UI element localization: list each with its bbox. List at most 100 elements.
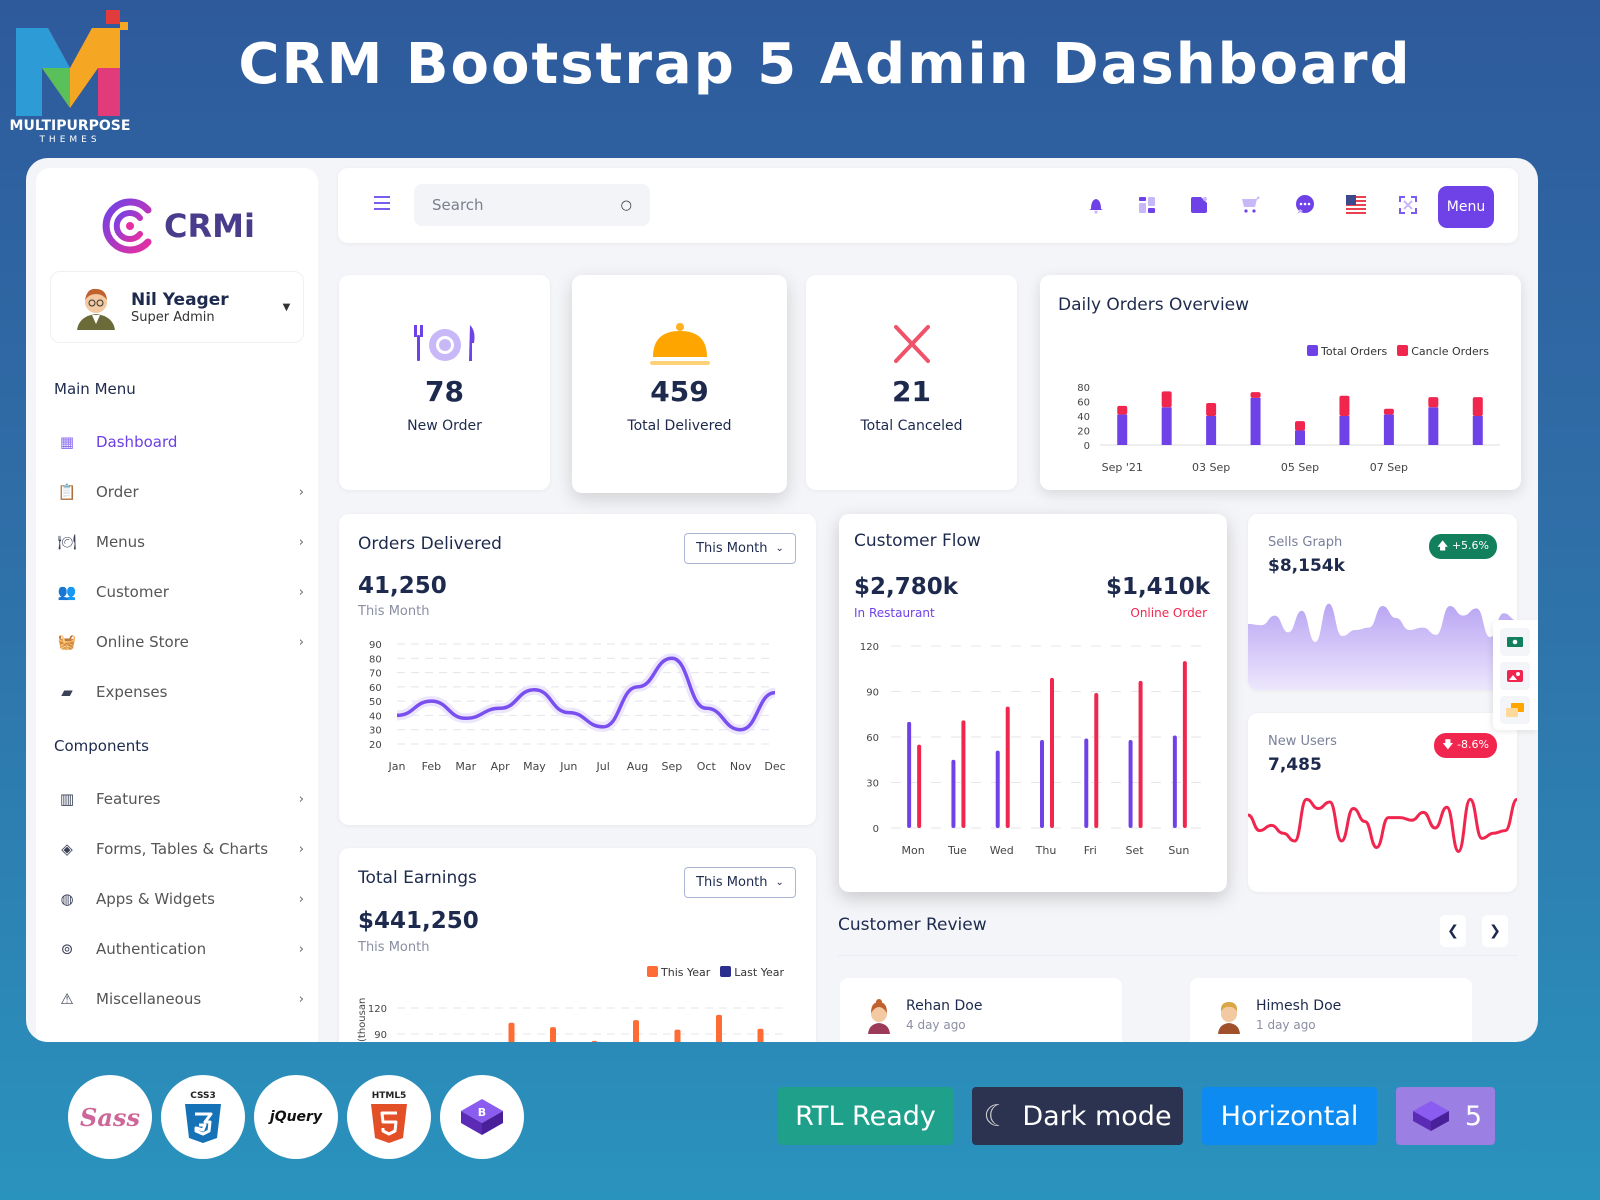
sidebar-item-online-store[interactable]: 🧺 Online Store › (54, 625, 304, 659)
menu-button[interactable]: Menu (1438, 186, 1494, 228)
chevron-right-icon: › (298, 941, 304, 957)
basket-icon: 🧺 (57, 633, 77, 651)
search-icon[interactable]: ○ (620, 197, 632, 213)
badge-label: 5 (1464, 1100, 1483, 1132)
users-line (1248, 797, 1517, 853)
us-flag-language-icon[interactable] (1345, 194, 1367, 216)
sidebar-item-dashboard[interactable]: ▦ Dashboard (54, 425, 304, 459)
orders-delivered-chart: 20 30 40 50 60 70 80 90 Jan Feb Mar Apr May Jun Jul Aug… (369, 640, 786, 773)
bootstrap-logo: B (440, 1075, 524, 1159)
chat-icon[interactable] (1294, 194, 1316, 216)
x-tick-label: 05 Sep (1281, 461, 1319, 474)
legend-item[interactable]: Total Orders (1307, 345, 1387, 358)
legend-item[interactable]: This Year (647, 966, 710, 979)
logo-text: MULTIPURPOSE (10, 118, 131, 134)
brand-name: CRMi (164, 207, 255, 245)
sidebar-item-order[interactable]: 📋 Order › (54, 475, 304, 509)
x-tick-label: Dec (764, 760, 785, 773)
sidebar-item-apps-widgets[interactable]: ◍ Apps & Widgets › (54, 882, 304, 916)
chevron-right-icon: › (298, 634, 304, 650)
dish-icon: 🍽 (57, 533, 77, 551)
stat-value: 78 (425, 375, 464, 408)
sidebar-item-label: Online Store (96, 633, 189, 651)
orders-delivered-sub: This Month (358, 604, 430, 619)
sells-value: $8,154k (1268, 556, 1345, 576)
stat-card-total-delivered: 459 Total Delivered (572, 275, 787, 493)
legend-label: Last Year (734, 966, 784, 979)
note-icon[interactable] (1188, 194, 1210, 216)
sidebar-item-expenses[interactable]: ▰ Expenses (54, 675, 304, 709)
daily-orders-chart: 0 20 40 60 80 Sep '21 03 Sep 05 Sep 07 Sep (1077, 383, 1500, 474)
x-tick-label: May (523, 760, 546, 773)
hero-title: CRM Bootstrap 5 Admin Dashboard (238, 32, 1412, 97)
fullscreen-icon[interactable] (1397, 194, 1419, 216)
sidebar-item-label: Menus (96, 533, 145, 551)
sidebar-item-menus[interactable]: 🍽 Menus › (54, 525, 304, 559)
badge-text: +5.6% (1451, 539, 1489, 552)
jquery-logo: jQuery (254, 1075, 338, 1159)
image-icon[interactable] (1500, 662, 1530, 690)
bar-in-restaurant (1128, 740, 1133, 828)
period-dropdown[interactable]: This Month ⌄ (684, 533, 796, 564)
sidebar-item-forms-tables-charts[interactable]: ◈ Forms, Tables & Charts › (54, 832, 304, 866)
y-tick-label: 120 (368, 1004, 387, 1015)
legend-item[interactable]: Last Year (720, 966, 784, 979)
user-profile-dropdown[interactable]: Nil Yeager Super Admin ▼ (50, 271, 304, 343)
bar-total-orders (1383, 414, 1394, 445)
bell-icon[interactable] (1085, 194, 1107, 216)
y-tick-label: 90 (374, 1030, 387, 1041)
wallet-icon: ▰ (61, 683, 73, 701)
sidebar-item-label: Customer (96, 583, 169, 601)
sidebar-item-label: Forms, Tables & Charts (96, 840, 269, 858)
reviewer-avatar (1218, 1002, 1240, 1034)
dashboard-widgets-icon[interactable] (1136, 194, 1158, 216)
review-prev-button[interactable]: ❮ (1440, 915, 1466, 947)
logo-subtext: THEMES (38, 135, 100, 143)
bar-cancel-orders (1472, 397, 1483, 416)
badge-label: Dark mode (1022, 1100, 1172, 1132)
legend-label: Cancle Orders (1411, 345, 1489, 358)
cart-icon[interactable] (1240, 194, 1262, 216)
review-next-button[interactable]: ❯ (1482, 915, 1508, 947)
arrow-down-icon: 🡇 (1442, 738, 1458, 751)
bar-in-restaurant (1084, 738, 1089, 828)
html5-logo: HTML5 (347, 1075, 431, 1159)
money-icon[interactable] (1500, 628, 1530, 656)
chevron-down-icon: ⌄ (775, 877, 784, 888)
sidebar-item-label: Order (96, 483, 139, 501)
x-tick-label: Tue (947, 844, 967, 857)
hamburger-menu-icon[interactable] (374, 196, 390, 210)
sidebar-item-miscellaneous[interactable]: ⚠ Miscellaneous › (54, 982, 304, 1016)
bar-online-order (1182, 661, 1187, 828)
x-tick-label: Nov (730, 760, 752, 773)
sidebar: CRMi Nil Yeager Super Admin ▼ Main Menu … (36, 168, 318, 1042)
chevron-right-icon: › (298, 791, 304, 807)
chat-bubbles-icon[interactable] (1500, 696, 1530, 724)
y-tick-label: 70 (369, 669, 382, 680)
bar-online-order (961, 720, 966, 828)
sidebar-item-label: Expenses (96, 683, 168, 701)
legend-item[interactable]: Cancle Orders (1397, 345, 1489, 358)
x-tick-label: Set (1126, 844, 1145, 857)
sidebar-item-features[interactable]: ▥ Features › (54, 782, 304, 816)
x-tick-label: Apr (491, 760, 511, 773)
period-dropdown[interactable]: This Month ⌄ (684, 867, 796, 898)
brand-logo[interactable]: CRMi (100, 196, 255, 256)
orders-delivered-card: Orders Delivered This Month ⌄ 41,250 This… (339, 514, 816, 825)
y-tick-label: 60 (1077, 398, 1090, 409)
bar-this-year (508, 1022, 515, 1042)
customer-flow-card: Customer Flow $2,780k In Restaurant $1,4… (839, 514, 1227, 892)
daily-orders-card: Daily Orders Overview Total Orders Cancl… (1040, 275, 1521, 490)
stat-label: New Order (407, 418, 482, 434)
badge-text: -8.6% (1457, 738, 1489, 751)
bar-cancel-orders (1295, 421, 1305, 431)
orders-delivered-value: 41,250 (358, 573, 447, 599)
card-title: Customer Flow (854, 531, 981, 551)
x-tick-label: Feb (422, 760, 441, 773)
sass-logo: Sass (68, 1075, 152, 1159)
sidebar-item-authentication[interactable]: ⊚ Authentication › (54, 932, 304, 966)
legend-label: Total Orders (1321, 345, 1388, 358)
sidebar-item-customer[interactable]: 👥 Customer › (54, 575, 304, 609)
globe-icon: ◍ (60, 890, 74, 908)
search-input[interactable]: Search ○ (414, 184, 650, 226)
